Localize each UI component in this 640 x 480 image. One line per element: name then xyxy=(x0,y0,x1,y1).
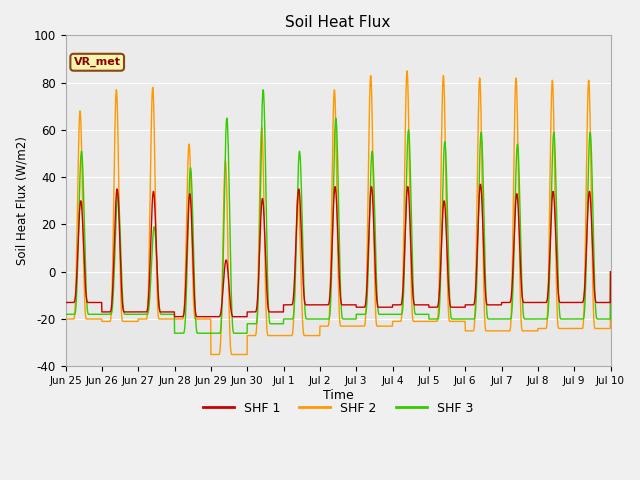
X-axis label: Time: Time xyxy=(323,389,353,402)
Y-axis label: Soil Heat Flux (W/m2): Soil Heat Flux (W/m2) xyxy=(15,136,28,265)
Text: VR_met: VR_met xyxy=(74,57,121,67)
Bar xyxy=(65,36,611,225)
Legend: SHF 1, SHF 2, SHF 3: SHF 1, SHF 2, SHF 3 xyxy=(198,396,478,420)
Title: Soil Heat Flux: Soil Heat Flux xyxy=(285,15,390,30)
